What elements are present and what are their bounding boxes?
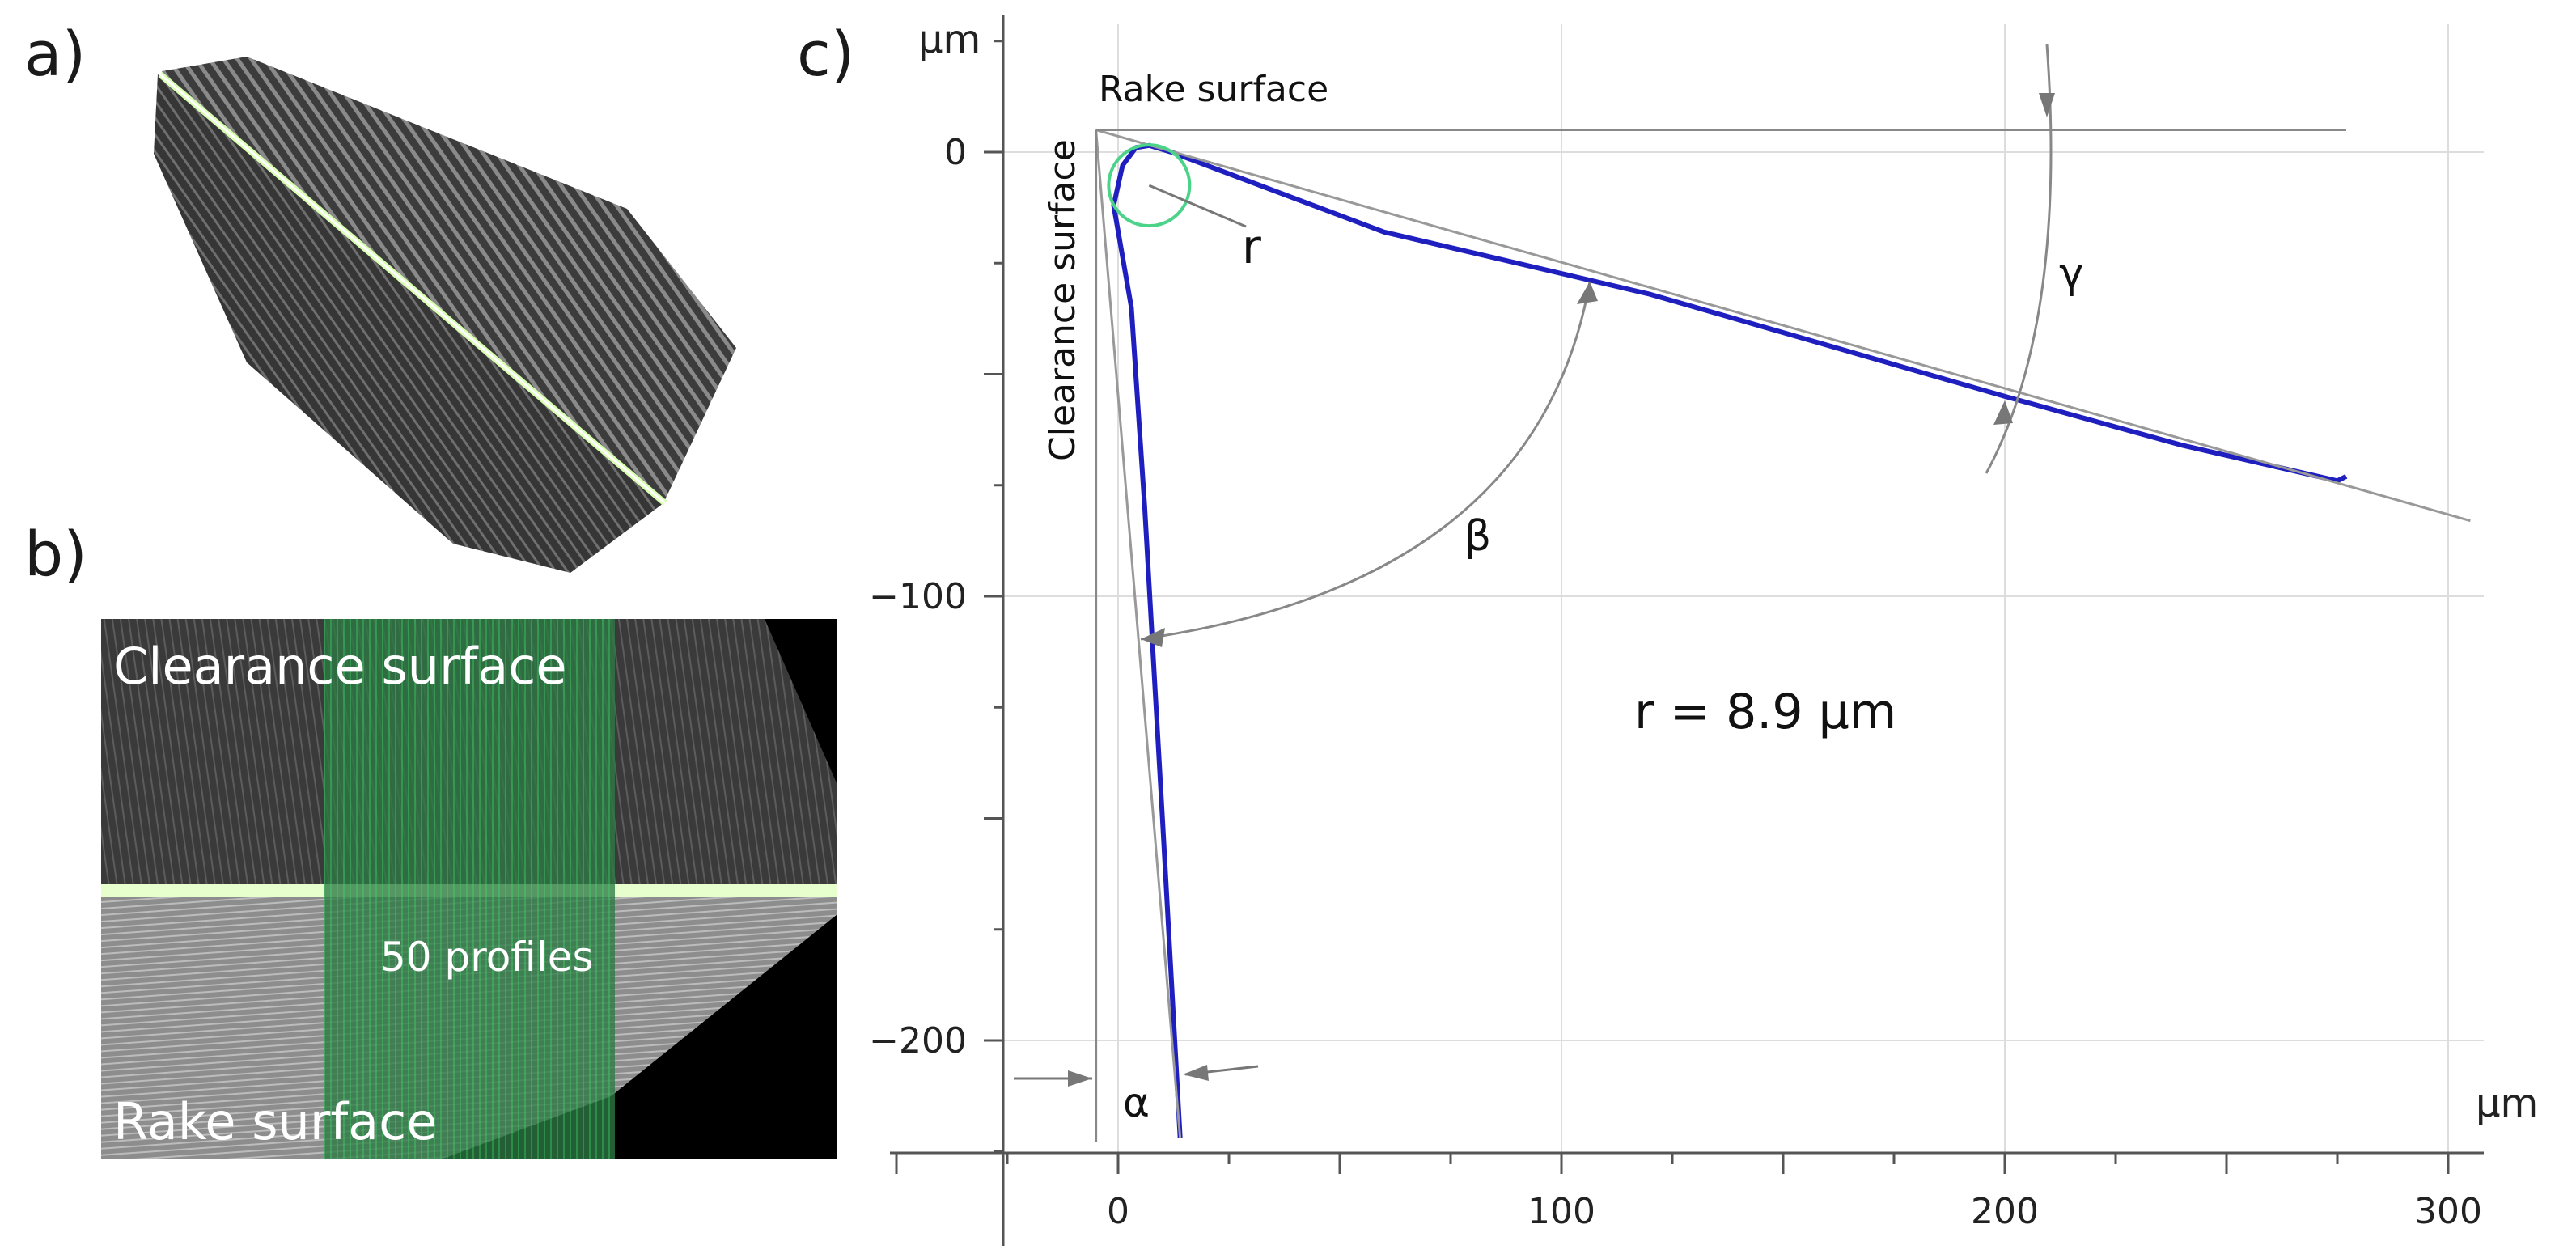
- beta-label: β: [1464, 512, 1491, 561]
- panel-label-c: c): [797, 18, 855, 90]
- panel-b-topview: Clearance surface 50 profiles Rake surfa…: [101, 619, 837, 1159]
- beta-arrowhead-top: [1577, 282, 1598, 304]
- profiles-label: 50 profiles: [380, 934, 594, 981]
- x-unit-label: µm: [2476, 1081, 2538, 1126]
- series-rake-reference-line: [1095, 129, 2471, 523]
- radius-symbol: r: [1242, 219, 1261, 274]
- chart-annotations: r Rake surface Clearance surface β γ α r = 8.9…: [1014, 44, 2346, 1142]
- edge-radius-circle: [1107, 143, 1192, 228]
- panel-a-3d-tool-tip: [154, 57, 736, 573]
- y-unit-label: µm: [918, 17, 981, 62]
- gamma-arc: [1985, 44, 2053, 474]
- chart-axes: [890, 15, 2484, 1246]
- beta-arc: [1140, 281, 1591, 641]
- alpha-arrowhead-left: [1068, 1070, 1092, 1087]
- tool-clearance-face: [162, 57, 736, 503]
- alpha-arrowhead-right: [1183, 1065, 1209, 1081]
- x-tick-label-100: 100: [1527, 1191, 1595, 1232]
- alpha-label: α: [1123, 1079, 1150, 1126]
- radius-value-text: r = 8.9 µm: [1634, 684, 1896, 740]
- cutting-edge-core: [159, 73, 666, 505]
- beta-arrowhead-bottom: [1141, 628, 1165, 647]
- clearance-surface-label: Clearance surface: [113, 637, 567, 696]
- gamma-arrowhead-bottom: [1993, 400, 2013, 425]
- rake-surface-label: Rake surface: [1099, 69, 1328, 110]
- chart-grid: [1003, 24, 2484, 1153]
- panel-label-b: b): [24, 518, 87, 590]
- series-measured-profile: [1111, 142, 2348, 1138]
- chart-series: [1095, 129, 2471, 1138]
- gamma-label: γ: [2059, 249, 2084, 298]
- gamma-arrowhead-top: [2039, 93, 2055, 117]
- series-clearance-reference-line: [1095, 129, 1182, 1138]
- radius-arrow: [1148, 184, 1247, 228]
- x-tick-label-200: 200: [1971, 1191, 2039, 1232]
- y-tick-label-neg100: −100: [869, 576, 967, 617]
- x-tick-label-300: 300: [2414, 1191, 2482, 1232]
- clearance-surface-label: Clearance surface: [1042, 139, 1083, 461]
- x-tick-label-0: 0: [1107, 1191, 1129, 1232]
- tool-rake-face: [154, 74, 663, 573]
- y-tick-label-0: 0: [944, 132, 967, 173]
- chart-ticks: 0 100 200 300 0 −100 −200 µm µm: [869, 17, 2538, 1232]
- panel-label-a: a): [24, 18, 87, 90]
- profiles-band: [324, 619, 615, 1159]
- profile-chart: 0 100 200 300 0 −100 −200 µm µm r Rake surface Cle…: [869, 15, 2538, 1246]
- y-tick-label-neg200: −200: [869, 1020, 967, 1061]
- rake-surface-label: Rake surface: [113, 1092, 437, 1151]
